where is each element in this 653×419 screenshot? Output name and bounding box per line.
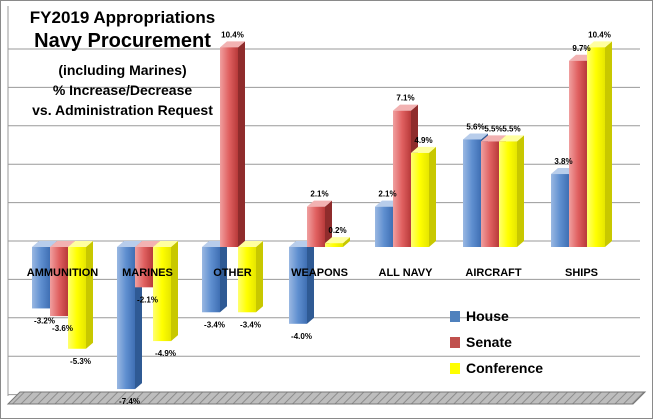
legend-label-house: House	[466, 308, 509, 324]
data-label-ships-conference: 10.4%	[588, 30, 611, 39]
bar-weapons-house	[289, 241, 314, 324]
legend-item-senate: Senate	[450, 334, 600, 354]
category-label-all-navy: ALL NAVY	[379, 267, 434, 279]
data-label-aircraft-senate: 5.5%	[484, 124, 502, 133]
bar-weapons-senate	[307, 200, 332, 247]
chart-title-line1: FY2019 Appropriations	[29, 8, 216, 27]
bars-layer	[32, 41, 612, 390]
legend-swatch-conference	[450, 363, 460, 374]
data-label-weapons-senate: 2.1%	[310, 190, 328, 199]
legend-label-senate: Senate	[466, 334, 512, 350]
chart-floor	[6, 391, 647, 405]
data-label-aircraft-house: 5.6%	[466, 122, 484, 131]
data-label-weapons-conference: 0.2%	[328, 226, 346, 235]
legend-swatch-senate	[450, 337, 460, 348]
category-label-weapons: WEAPONS	[291, 267, 348, 279]
data-label-all-navy-conference: 4.9%	[414, 136, 432, 145]
data-label-ammunition-house: -3.2%	[34, 316, 55, 325]
chart-subtitle-line1: (including Marines)	[58, 62, 187, 78]
data-label-ships-senate: 9.7%	[572, 44, 590, 53]
data-label-all-navy-house: 2.1%	[378, 190, 396, 199]
data-label-marines-senate: -2.1%	[137, 295, 158, 304]
bar-marines-conference	[153, 241, 178, 342]
data-label-ships-house: 3.8%	[554, 157, 572, 166]
data-label-other-house: -3.4%	[204, 320, 225, 329]
data-label-marines-house: -7.4%	[119, 397, 140, 406]
data-label-other-conference: -3.4%	[240, 320, 261, 329]
chart-floor-plane	[6, 391, 647, 405]
bar-other-conference	[238, 241, 263, 313]
legend-item-conference: Conference	[450, 360, 600, 380]
chart-subtitle-line3: vs. Administration Request	[32, 102, 213, 118]
bar-ships-conference	[587, 41, 612, 247]
bar-aircraft-conference	[499, 135, 524, 247]
category-label-ammunition: AMMUNITION	[27, 267, 99, 279]
category-label-marines: MARINES	[122, 267, 173, 279]
data-label-marines-conference: -4.9%	[155, 349, 176, 358]
bar-weapons-conference	[325, 237, 350, 247]
bar-ammunition-conference	[68, 241, 93, 349]
category-label-other: OTHER	[213, 267, 252, 279]
bar-other-senate	[220, 41, 245, 247]
legend-item-house: House	[450, 308, 600, 328]
data-label-aircraft-conference: 5.5%	[502, 124, 520, 133]
legend-swatch-house	[450, 311, 460, 322]
bar-all-navy-conference	[411, 146, 436, 247]
category-label-ships: SHIPS	[565, 267, 598, 279]
category-label-aircraft: AIRCRAFT	[465, 267, 521, 279]
chart-subtitle-line2: % Increase/Decrease	[52, 82, 193, 98]
legend-label-conference: Conference	[466, 360, 544, 376]
data-label-weapons-house: -4.0%	[291, 332, 312, 341]
data-label-ammunition-conference: -5.3%	[70, 357, 91, 366]
data-label-ammunition-senate: -3.6%	[52, 324, 73, 333]
data-label-other-senate: 10.4%	[221, 30, 244, 39]
data-label-all-navy-senate: 7.1%	[396, 94, 414, 103]
labels-layer: -3.2%-3.6% -5.3% AMMUNITION -7.4% -2.1% -4.9%…	[27, 30, 611, 406]
chart-title-line2: Navy Procurement	[34, 30, 211, 52]
